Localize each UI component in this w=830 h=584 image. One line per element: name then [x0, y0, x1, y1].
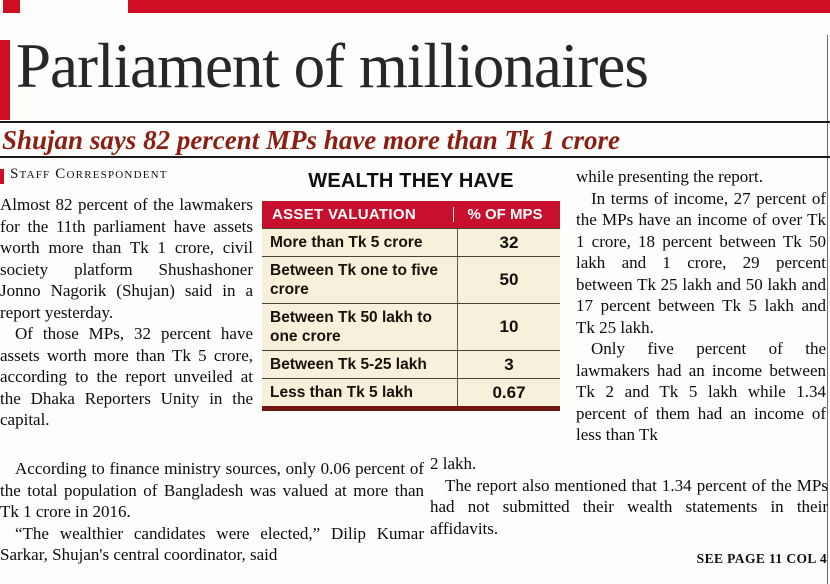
byline: Staff Correspondent: [10, 166, 168, 182]
masthead-red-block: [3, 0, 20, 13]
subhead: Shujan says 82 percent MPs have more tha…: [2, 125, 621, 155]
percent-value: 10: [499, 317, 519, 336]
right-column-rule: [827, 35, 828, 584]
wealth-table-header: ASSET VALUATION % OF MPS: [262, 201, 560, 228]
percent-value: 0.67: [492, 382, 526, 402]
wealth-table-title: WEALTH THEY HAVE: [308, 170, 514, 192]
table-row: Between Tk 5-25 lakh 3: [262, 350, 560, 378]
bottom-left-block: According to finance ministry sources, o…: [0, 458, 424, 566]
paragraph: while presenting the report.: [576, 167, 763, 186]
paragraph: Almost 82 percent of the lawmakers for t…: [0, 195, 253, 322]
asset-valuation-header: ASSET VALUATION: [272, 206, 416, 223]
paragraph: The report also mentioned that 1.34 perc…: [430, 475, 828, 538]
asset-range-label: Between Tk one to five crore: [262, 257, 458, 303]
asset-range-label: Between Tk 50 lakh to one crore: [262, 304, 458, 350]
paragraph: In terms of income, 27 percent of the MP…: [576, 188, 826, 337]
percent-value: 3: [504, 354, 514, 374]
wealth-table: WEALTH THEY HAVE ASSET VALUATION % OF MP…: [262, 170, 560, 411]
see-page-note: SEE PAGE 11 COL 4: [696, 551, 827, 566]
table-row: Between Tk 50 lakh to one crore 10: [262, 303, 560, 350]
paragraph: Only five percent of the lawmakers had a…: [576, 339, 826, 444]
paragraph: According to finance ministry sources, o…: [0, 459, 424, 521]
bottom-middle-block: 2 lakh. The report also mentioned that 1…: [430, 453, 828, 539]
byline-marker: [0, 169, 4, 184]
paragraph: 2 lakh.: [430, 454, 477, 473]
paragraph: “The wealthier candidates were elected,”…: [0, 523, 424, 565]
headline-red-bar: [0, 40, 10, 120]
table-row: Less than Tk 5 lakh 0.67: [262, 378, 560, 406]
right-column: while presenting the report. In terms of…: [576, 166, 826, 446]
rule-above-subhead: [0, 121, 830, 123]
masthead-red-strip: [128, 0, 830, 13]
percent-of-mps-header: % OF MPS: [467, 206, 543, 223]
percent-value: 50: [499, 270, 519, 289]
left-column: Almost 82 percent of the lawmakers for t…: [0, 194, 253, 431]
rule-below-subhead: [0, 156, 830, 158]
table-row: More than Tk 5 crore 32: [262, 228, 560, 256]
asset-range-label: Between Tk 5-25 lakh: [262, 351, 458, 378]
percent-value: 32: [499, 232, 519, 252]
asset-range-label: Less than Tk 5 lakh: [262, 379, 458, 406]
table-row: Between Tk one to five crore 50: [262, 256, 560, 303]
paragraph: Of those MPs, 32 percent have assets wor…: [0, 324, 253, 429]
header-divider: [453, 207, 454, 222]
headline: Parliament of millionaires: [16, 31, 649, 101]
wealth-table-box: ASSET VALUATION % OF MPS More than Tk 5 …: [262, 201, 560, 411]
asset-range-label: More than Tk 5 crore: [262, 229, 458, 256]
